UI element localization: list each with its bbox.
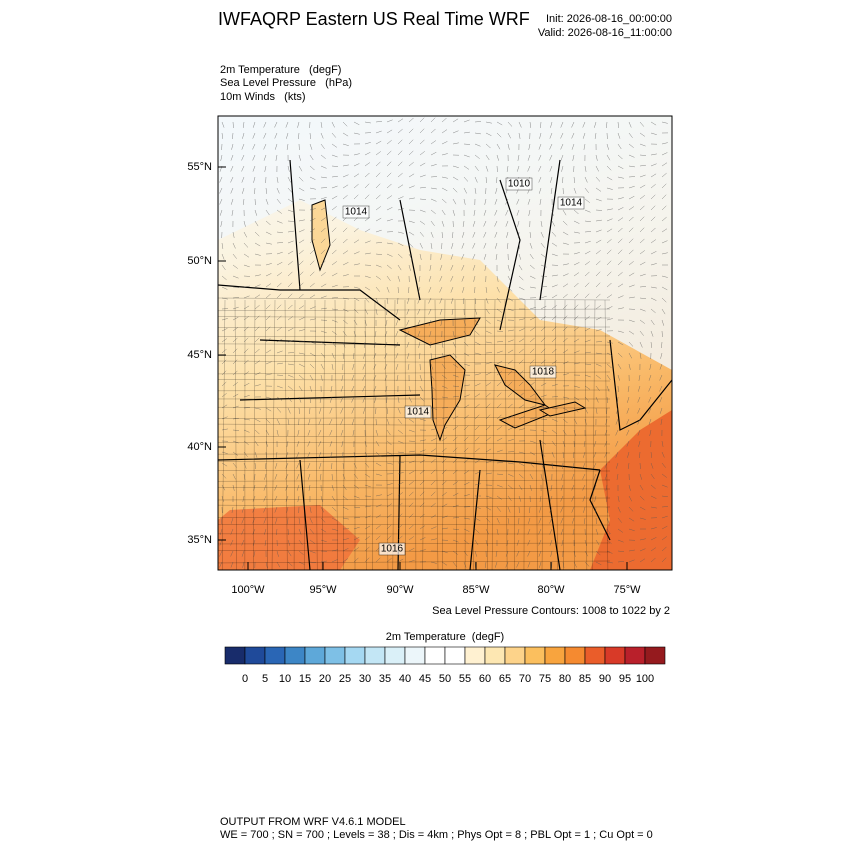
map [218, 116, 672, 570]
colorbar-tick-label: 75 [539, 673, 551, 685]
county-grid [218, 297, 611, 570]
color-swatch [404, 646, 426, 665]
contour-note: Sea Level Pressure Contours: 1008 to 102… [432, 605, 670, 617]
color-swatch [624, 646, 646, 665]
borders [218, 159, 672, 570]
colorbar-tick-label: 95 [619, 673, 631, 685]
color-swatch [384, 646, 406, 665]
contour-label-box [342, 205, 370, 219]
colorbar-tick-label: 15 [299, 673, 311, 685]
valid-time: Valid: 2026-08-16_11:00:00 [538, 27, 672, 39]
lon-label: 100°W [231, 584, 265, 596]
color-swatch [304, 646, 326, 665]
color-swatch [464, 646, 486, 665]
colorbar-tick-label: 60 [479, 673, 491, 685]
colorbar-tick-label: 20 [319, 673, 331, 685]
colorbar-tick-label: 35 [379, 673, 391, 685]
colorbar-tick-label: 50 [439, 673, 451, 685]
color-swatch [584, 646, 606, 665]
lat-label: 40°N [187, 441, 212, 453]
lat-label: 35°N [187, 534, 212, 546]
color-swatch [544, 646, 566, 665]
lon-label: 85°W [462, 584, 490, 596]
lat-label: 55°N [187, 161, 212, 173]
contour-label-box [404, 405, 432, 419]
colorbar-tick-label: 25 [339, 673, 351, 685]
title: IWFAQRP Eastern US Real Time WRF [218, 9, 530, 29]
colorbar-tick-label: 5 [262, 673, 268, 685]
contour-label: 1018 [532, 367, 555, 378]
contour-label-box [505, 177, 533, 191]
colorbar-tick-label: 70 [519, 673, 531, 685]
color-swatch [364, 646, 386, 665]
color-swatch [424, 646, 446, 665]
field-label: Sea Level Pressure (hPa) [220, 77, 352, 89]
color-swatch [244, 646, 266, 665]
colorbar-tick-label: 85 [579, 673, 591, 685]
field-label: 10m Winds (kts) [220, 91, 306, 103]
lat-label: 45°N [187, 349, 212, 361]
colorbar-tick-label: 65 [499, 673, 511, 685]
color-swatch [524, 646, 546, 665]
colorbar-tick-label: 100 [636, 673, 654, 685]
colorbar-tick-label: 80 [559, 673, 571, 685]
color-swatch [484, 646, 506, 665]
lon-label: 80°W [537, 584, 565, 596]
colorbar-tick-label: 40 [399, 673, 411, 685]
lat-label: 50°N [187, 255, 212, 267]
warm-ocean [590, 410, 672, 570]
contour-label: 1014 [345, 207, 368, 218]
color-swatch [444, 646, 466, 665]
contour-label-box [529, 365, 557, 379]
colorbar-tick-label: 55 [459, 673, 471, 685]
color-swatch [264, 646, 286, 665]
colorbar-tick-label: 30 [359, 673, 371, 685]
lon-label: 95°W [309, 584, 337, 596]
county-lines [218, 297, 611, 570]
color-swatch [564, 646, 586, 665]
color-swatch [284, 646, 306, 665]
contour-label-box [378, 542, 406, 556]
field-label: 2m Temperature (degF) [220, 64, 341, 76]
colorbar-tick-label: 10 [279, 673, 291, 685]
color-swatch [644, 646, 666, 665]
color-swatch [604, 646, 626, 665]
colorbar-tick-label: 0 [242, 673, 248, 685]
footer: OUTPUT FROM WRF V4.6.1 MODEL [220, 816, 406, 828]
lon-label: 75°W [613, 584, 641, 596]
contour-label: 1010 [508, 179, 531, 190]
map-frame [217, 115, 673, 571]
color-swatch [224, 646, 246, 665]
colorbar-tick-label: 90 [599, 673, 611, 685]
contour-label: 1016 [381, 544, 404, 555]
lon-label: 90°W [386, 584, 414, 596]
cool-region [218, 116, 672, 370]
colorbar-tick-label: 45 [419, 673, 431, 685]
colorbar-title: 2m Temperature (degF) [386, 631, 504, 643]
contour-label: 1014 [560, 198, 583, 209]
color-swatch [344, 646, 366, 665]
contour-label-box [557, 196, 585, 210]
footer: WE = 700 ; SN = 700 ; Levels = 38 ; Dis … [220, 829, 653, 841]
color-swatch [504, 646, 526, 665]
init-time: Init: 2026-08-16_00:00:00 [546, 13, 672, 25]
contour-label: 1014 [407, 407, 430, 418]
color-swatch [324, 646, 346, 665]
